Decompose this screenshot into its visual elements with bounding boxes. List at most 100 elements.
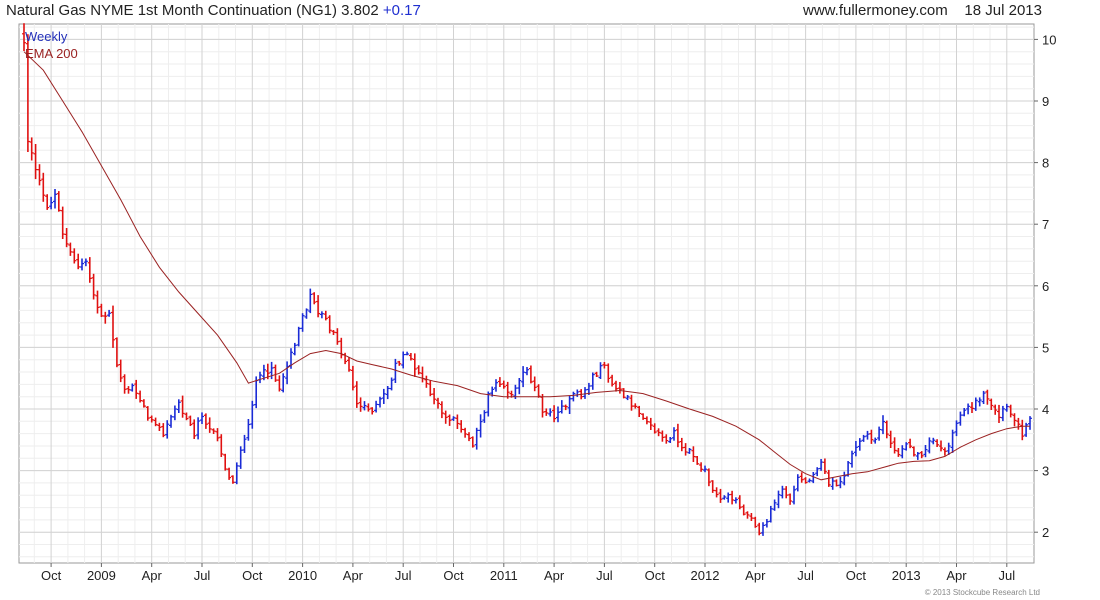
candle-up: [877, 426, 882, 441]
candle-down: [25, 34, 30, 152]
x-tick-label: Jul: [797, 568, 814, 583]
candle-up: [571, 391, 576, 402]
candle-down: [347, 357, 351, 372]
candle-up: [590, 372, 595, 390]
candle-up: [246, 419, 251, 441]
candle-down: [134, 379, 139, 399]
candle-down: [416, 365, 421, 375]
candle-up: [567, 395, 572, 414]
candle-up: [811, 472, 816, 484]
candle-down: [157, 422, 162, 431]
last-price: 3.802: [341, 2, 379, 19]
x-tick-label: Oct: [846, 568, 867, 583]
candle-down: [614, 380, 618, 392]
chart-title: Natural Gas NYME 1st Month Continuation …: [6, 2, 337, 19]
candle-down: [1012, 413, 1017, 427]
candle-down: [277, 375, 282, 392]
candle-up: [556, 406, 560, 423]
candle-up: [281, 373, 286, 393]
candle-down: [602, 362, 607, 369]
candle-down: [528, 365, 533, 384]
candle-down: [87, 257, 92, 283]
x-tick-label: Apr: [142, 568, 163, 583]
candle-down: [540, 394, 545, 418]
x-tick-label: 2013: [892, 568, 921, 583]
candle-up: [296, 326, 301, 347]
candle-down: [552, 405, 557, 423]
candle-up: [733, 497, 738, 504]
candle-up: [977, 397, 982, 407]
candle-down: [76, 253, 81, 270]
plot-area: [18, 23, 1035, 564]
candle-down: [91, 273, 96, 300]
candle-up: [80, 258, 84, 271]
candle-down: [985, 389, 990, 405]
candle-down: [699, 462, 704, 472]
candle-up: [474, 427, 479, 450]
candle-up: [250, 400, 255, 429]
candle-down: [749, 513, 754, 521]
candle-down: [354, 381, 359, 408]
candle-up: [764, 519, 769, 528]
candle-down: [95, 290, 100, 314]
candle-up: [374, 400, 379, 413]
candle-down: [41, 172, 46, 202]
x-tick-label: Apr: [946, 568, 967, 583]
candle-up: [598, 362, 603, 379]
candle-down: [436, 397, 440, 409]
candle-up: [1024, 422, 1029, 437]
candle-up: [873, 437, 878, 444]
candle-up: [838, 476, 843, 489]
candle-down: [997, 404, 1001, 423]
candle-down: [219, 434, 224, 457]
candle-down: [497, 377, 502, 387]
candle-down: [803, 477, 808, 484]
candle-down: [126, 386, 131, 394]
candle-up: [772, 499, 777, 511]
candle-up: [494, 379, 498, 392]
candle-down: [745, 511, 750, 519]
candle-down: [207, 417, 212, 433]
candle-up: [815, 467, 820, 477]
legend-weekly: Weekly: [25, 29, 68, 44]
candle-down: [215, 428, 220, 442]
candle-down: [675, 423, 680, 448]
candle-down: [617, 382, 622, 394]
candle-up: [405, 351, 410, 356]
candle-up: [176, 399, 181, 413]
candle-down: [323, 310, 328, 321]
candle-down: [691, 446, 696, 462]
candle-down: [908, 438, 913, 449]
candle-up: [165, 420, 170, 439]
candle-down: [594, 371, 599, 377]
candle-up: [672, 427, 676, 441]
candle-down: [942, 447, 947, 456]
x-tick-label: Apr: [343, 568, 364, 583]
candle-up: [381, 388, 386, 404]
candle-down: [29, 137, 34, 161]
candle-up: [130, 383, 135, 392]
candle-down: [459, 420, 464, 433]
price-change: +0.17: [382, 2, 421, 19]
x-tick-label: Jul: [596, 568, 613, 583]
candle-down: [111, 305, 115, 348]
candle-up: [83, 258, 88, 267]
candle-down: [358, 397, 363, 412]
candle-down: [273, 364, 278, 382]
candle-up: [857, 438, 862, 451]
candle-down: [1016, 417, 1021, 430]
chart-source: www.fullermoney.com 18 Jul 2013: [803, 2, 1042, 19]
candle-down: [544, 408, 549, 416]
candle-up: [958, 411, 963, 426]
candle-up: [393, 358, 398, 383]
candle-down: [869, 429, 874, 444]
candle-down: [397, 360, 402, 366]
candle-up: [169, 414, 173, 428]
candle-up: [196, 417, 201, 440]
candle-up: [830, 477, 835, 490]
candle-up: [304, 308, 309, 319]
candle-down: [741, 504, 746, 516]
chart-header: Natural Gas NYME 1st Month Continuation …: [6, 2, 421, 19]
candle-up: [238, 446, 243, 469]
candle-down: [884, 420, 889, 439]
